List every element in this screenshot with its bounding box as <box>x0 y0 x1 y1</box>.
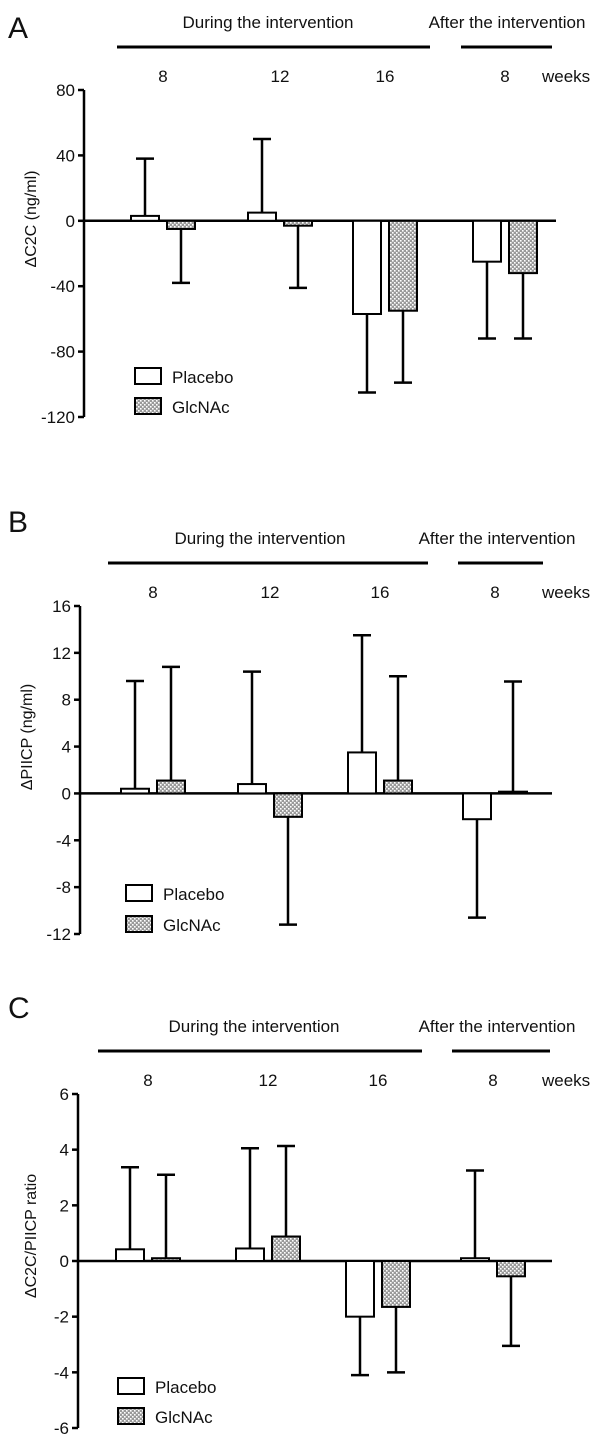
panel-a-ytick-label: -80 <box>50 343 75 362</box>
panel-b-category-4: 8 <box>490 583 499 602</box>
panel-c-ytick-label: -6 <box>54 1419 69 1438</box>
panel-b-ytick-label: 16 <box>52 597 71 616</box>
panel-c-placebo-bar <box>460 1257 490 1263</box>
panel-c-ytick-label: 2 <box>60 1196 69 1215</box>
panel-b-category-2: 12 <box>261 583 280 602</box>
panel-a-glcnac-bar <box>388 219 418 312</box>
panel-b-ytick-label: 0 <box>62 784 71 803</box>
panel-c-category-2: 12 <box>259 1071 278 1090</box>
panel-a-ytick-label: -40 <box>50 277 75 296</box>
panel-b-ytick-label: -8 <box>56 878 71 897</box>
panel-a-glcnac-bar <box>283 219 313 227</box>
panel-c: C During the intervention After the inte… <box>8 992 590 1438</box>
panel-b-placebo-bar <box>120 787 150 795</box>
panel-a-ytick-label: 80 <box>56 81 75 100</box>
panel-b-period-after: After the intervention <box>419 529 576 548</box>
panel-b-glcnac-bar <box>383 779 413 795</box>
panel-c-ytick-label: 4 <box>60 1141 69 1160</box>
panel-c-weeks-label: weeks <box>541 1071 590 1090</box>
panel-a: A During the intervention After the inte… <box>8 12 590 427</box>
panel-a-placebo-bar <box>130 214 160 222</box>
panel-c-label: C <box>8 992 30 1025</box>
panel-b-ytick-label: -12 <box>46 925 71 944</box>
panel-c-category-4: 8 <box>488 1071 497 1090</box>
panel-c-ytick-label: -2 <box>54 1308 69 1327</box>
panel-b-label: B <box>8 506 28 539</box>
panel-a-category-2: 12 <box>271 67 290 86</box>
panel-a-yaxis: 80 40 0 -40 -80 -120 <box>41 81 556 427</box>
panel-a-period-during: During the intervention <box>182 13 353 32</box>
panel-b: B During the intervention After the inte… <box>8 506 590 944</box>
panel-c-ytick-label: 0 <box>60 1252 69 1271</box>
panel-c-placebo-bar <box>115 1248 145 1263</box>
panel-b-placebo-bar <box>347 751 377 795</box>
panel-b-legend: Placebo GlcNAc <box>125 884 224 935</box>
panel-c-glcnac-bar <box>496 1260 526 1278</box>
panel-b-ylabel: ΔPIICP (ng/ml) <box>19 684 36 790</box>
panel-a-category-4: 8 <box>500 67 509 86</box>
panel-b-legend-placebo: Placebo <box>163 885 224 904</box>
panel-b-legend-glcnac: GlcNAc <box>163 916 221 935</box>
panel-b-legend-placebo-swatch <box>125 884 153 902</box>
panel-c-legend-placebo: Placebo <box>155 1378 216 1397</box>
panel-b-placebo-bar <box>462 792 492 821</box>
panel-a-legend-glcnac-swatch <box>134 397 162 415</box>
panel-b-ytick-label: 8 <box>62 691 71 710</box>
panel-c-placebo-bar <box>235 1247 265 1262</box>
panel-a-bars <box>130 137 538 394</box>
panel-c-glcnac-bar <box>271 1235 301 1263</box>
panel-a-ytick-label: 40 <box>56 146 75 165</box>
panel-b-yaxis: 16 12 8 4 0 -4 -8 -12 <box>46 597 552 944</box>
panel-b-weeks-label: weeks <box>541 583 590 602</box>
panel-a-ytick-label: -120 <box>41 408 75 427</box>
panel-c-period-after: After the intervention <box>419 1017 576 1036</box>
panel-a-placebo-bar <box>472 219 502 263</box>
panel-c-glcnac-bar <box>151 1257 181 1263</box>
panel-b-category-1: 8 <box>148 583 157 602</box>
panel-a-glcnac-bar <box>508 219 538 275</box>
panel-a-legend-placebo: Placebo <box>172 368 233 387</box>
panel-a-weeks-label: weeks <box>541 67 590 86</box>
panel-a-placebo-bar <box>352 219 382 315</box>
panel-a-legend: Placebo GlcNAc <box>134 367 233 417</box>
panel-c-legend-glcnac: GlcNAc <box>155 1408 213 1427</box>
panel-a-legend-glcnac: GlcNAc <box>172 398 230 417</box>
panel-b-bars <box>120 634 528 926</box>
panel-c-ylabel: ΔC2C/PIICP ratio <box>23 1174 40 1298</box>
panel-b-ytick-label: 12 <box>52 644 71 663</box>
panel-a-ytick-label: 0 <box>66 212 75 231</box>
panel-b-glcnac-bar <box>273 792 303 818</box>
panel-b-legend-glcnac-swatch <box>125 915 153 933</box>
panel-c-category-3: 16 <box>369 1071 388 1090</box>
panel-c-glcnac-bar <box>381 1260 411 1308</box>
panel-c-ytick-label: -4 <box>54 1363 69 1382</box>
panel-b-placebo-bar <box>237 783 267 795</box>
panel-c-legend-placebo-swatch <box>117 1377 145 1395</box>
panel-c-category-1: 8 <box>143 1071 152 1090</box>
panel-c-period-during: During the intervention <box>168 1017 339 1036</box>
panel-b-glcnac-bar <box>498 790 528 795</box>
panel-c-legend: Placebo GlcNAc <box>117 1377 216 1427</box>
panel-a-period-after: After the intervention <box>429 13 586 32</box>
panel-b-category-3: 16 <box>371 583 390 602</box>
panel-b-period-during: During the intervention <box>174 529 345 548</box>
panel-a-category-3: 16 <box>376 67 395 86</box>
panel-a-legend-placebo-swatch <box>134 367 162 385</box>
panel-c-placebo-bar <box>345 1260 375 1318</box>
panel-c-bars <box>115 1144 526 1377</box>
panel-c-legend-glcnac-swatch <box>117 1407 145 1425</box>
panel-a-ylabel: ΔC2C (ng/ml) <box>23 171 40 268</box>
panel-b-ytick-label: 4 <box>62 738 71 757</box>
panel-b-glcnac-bar <box>156 779 186 795</box>
panel-b-ytick-label: -4 <box>56 831 71 850</box>
panel-a-label: A <box>8 12 28 45</box>
panel-a-glcnac-bar <box>166 219 196 230</box>
panel-c-ytick-label: 6 <box>60 1085 69 1104</box>
panel-a-placebo-bar <box>247 211 277 222</box>
panel-a-category-1: 8 <box>158 67 167 86</box>
